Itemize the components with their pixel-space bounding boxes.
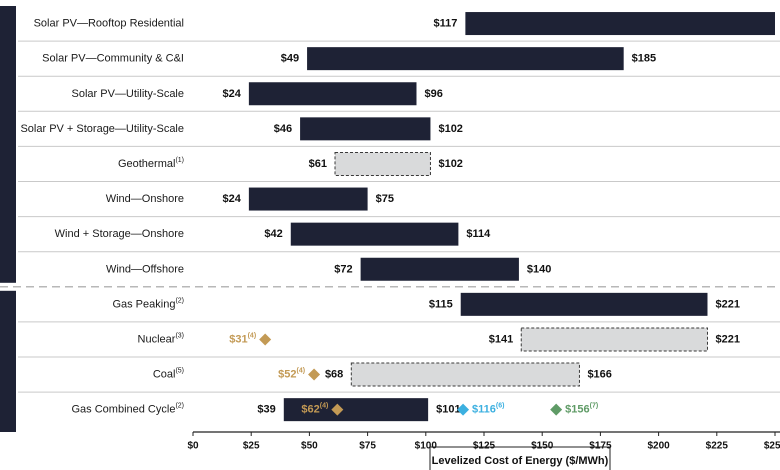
high-value-label: $221 bbox=[715, 298, 739, 310]
low-value-label: $117 bbox=[434, 17, 458, 29]
low-value-label: $49 bbox=[281, 53, 299, 65]
x-axis-title: Levelized Cost of Energy ($/MWh) bbox=[432, 455, 609, 467]
x-tick-label: $150 bbox=[531, 441, 554, 452]
x-tick-label: $75 bbox=[359, 441, 376, 452]
high-value-label: $102 bbox=[438, 123, 462, 135]
category-labels: Solar PV—Rooftop Residential Solar PV—Com… bbox=[20, 17, 184, 415]
category-label: Wind + Storage—Onshore bbox=[55, 228, 184, 240]
marker-label: $156(7) bbox=[565, 402, 598, 415]
low-value-label: $61 bbox=[309, 158, 327, 170]
range-bar bbox=[283, 398, 429, 422]
diamond-marker bbox=[331, 403, 344, 416]
high-value-label: $96 bbox=[424, 88, 442, 100]
range-bar bbox=[300, 117, 431, 141]
range-bar bbox=[360, 257, 519, 281]
x-tick-label: $225 bbox=[706, 441, 729, 452]
low-value-label: $72 bbox=[334, 263, 352, 275]
low-value-label: $141 bbox=[489, 333, 513, 345]
range-bar bbox=[520, 327, 708, 352]
x-tick-label: $0 bbox=[187, 441, 199, 452]
x-axis: $0 $25 $50 $75 $100 $125 $150 $175 $200 $225 $250 L… bbox=[187, 431, 780, 470]
category-label: Nuclear(3) bbox=[138, 332, 184, 345]
x-tick-label: $175 bbox=[589, 441, 612, 452]
low-value-label: $42 bbox=[264, 228, 282, 240]
range-bar bbox=[334, 151, 431, 176]
x-tick-label: $50 bbox=[301, 441, 318, 452]
x-tick-label: $100 bbox=[415, 441, 438, 452]
range-bar bbox=[290, 222, 459, 246]
low-value-label: $68 bbox=[325, 368, 343, 380]
row-dividers bbox=[0, 40, 780, 393]
marker-label: $116(6) bbox=[472, 402, 504, 415]
diamond-marker bbox=[457, 403, 470, 416]
range-bar bbox=[248, 82, 417, 106]
marker-label: $31(4) bbox=[229, 332, 256, 345]
category-label: Solar PV—Rooftop Residential bbox=[34, 17, 184, 29]
low-value-label: $39 bbox=[257, 404, 275, 416]
high-value-label: $140 bbox=[527, 263, 551, 275]
x-tick-label: $25 bbox=[243, 441, 260, 452]
high-value-label: $75 bbox=[376, 193, 394, 205]
range-bar bbox=[350, 362, 580, 387]
value-labels: $117 $49 $185 $24 $96 $46 $102 $61 $102 $24 $75 $42… bbox=[223, 17, 740, 415]
low-value-label: $115 bbox=[429, 298, 453, 310]
range-bar bbox=[465, 12, 775, 36]
marker-label: $62(4) bbox=[301, 402, 328, 415]
diamond-marker bbox=[259, 333, 272, 346]
reference-markers: $31(4) $52(4) $62(4) $116(6) $156(7) bbox=[229, 332, 598, 416]
low-value-label: $46 bbox=[274, 123, 292, 135]
x-tick-label: $250 bbox=[764, 441, 780, 452]
category-label: Wind—Onshore bbox=[106, 193, 184, 205]
low-value-label: $24 bbox=[223, 88, 242, 100]
category-label: Solar PV—Utility-Scale bbox=[72, 88, 184, 100]
category-label: Gas Combined Cycle(2) bbox=[72, 402, 185, 415]
high-value-label: $185 bbox=[632, 53, 656, 65]
range-bar bbox=[460, 292, 708, 316]
diamond-marker bbox=[550, 403, 563, 416]
diamond-marker bbox=[308, 368, 321, 381]
category-label: Wind—Offshore bbox=[106, 263, 184, 275]
high-value-label: $101 bbox=[436, 404, 460, 416]
sidebar-accent-renewable bbox=[0, 6, 16, 283]
category-label: Solar PV + Storage—Utility-Scale bbox=[20, 123, 184, 135]
category-label: Gas Peaking(2) bbox=[112, 297, 184, 310]
category-label: Solar PV—Community & C&I bbox=[42, 53, 184, 65]
high-value-label: $102 bbox=[438, 158, 462, 170]
category-label: Geothermal(1) bbox=[118, 157, 184, 170]
range-bars bbox=[248, 12, 775, 422]
high-value-label: $166 bbox=[587, 368, 611, 380]
axis-title-bracket bbox=[429, 446, 611, 470]
range-bar bbox=[248, 187, 368, 211]
category-label: Coal(5) bbox=[153, 367, 184, 380]
sidebar-accent-conventional bbox=[0, 290, 16, 432]
sidebar-accents bbox=[0, 6, 16, 432]
high-value-label: $114 bbox=[466, 228, 491, 240]
low-value-label: $24 bbox=[223, 193, 242, 205]
range-bar bbox=[307, 47, 624, 71]
x-tick-label: $125 bbox=[473, 441, 496, 452]
x-tick-label: $200 bbox=[647, 441, 670, 452]
high-value-label: $221 bbox=[715, 333, 739, 345]
marker-label: $52(4) bbox=[278, 367, 305, 380]
